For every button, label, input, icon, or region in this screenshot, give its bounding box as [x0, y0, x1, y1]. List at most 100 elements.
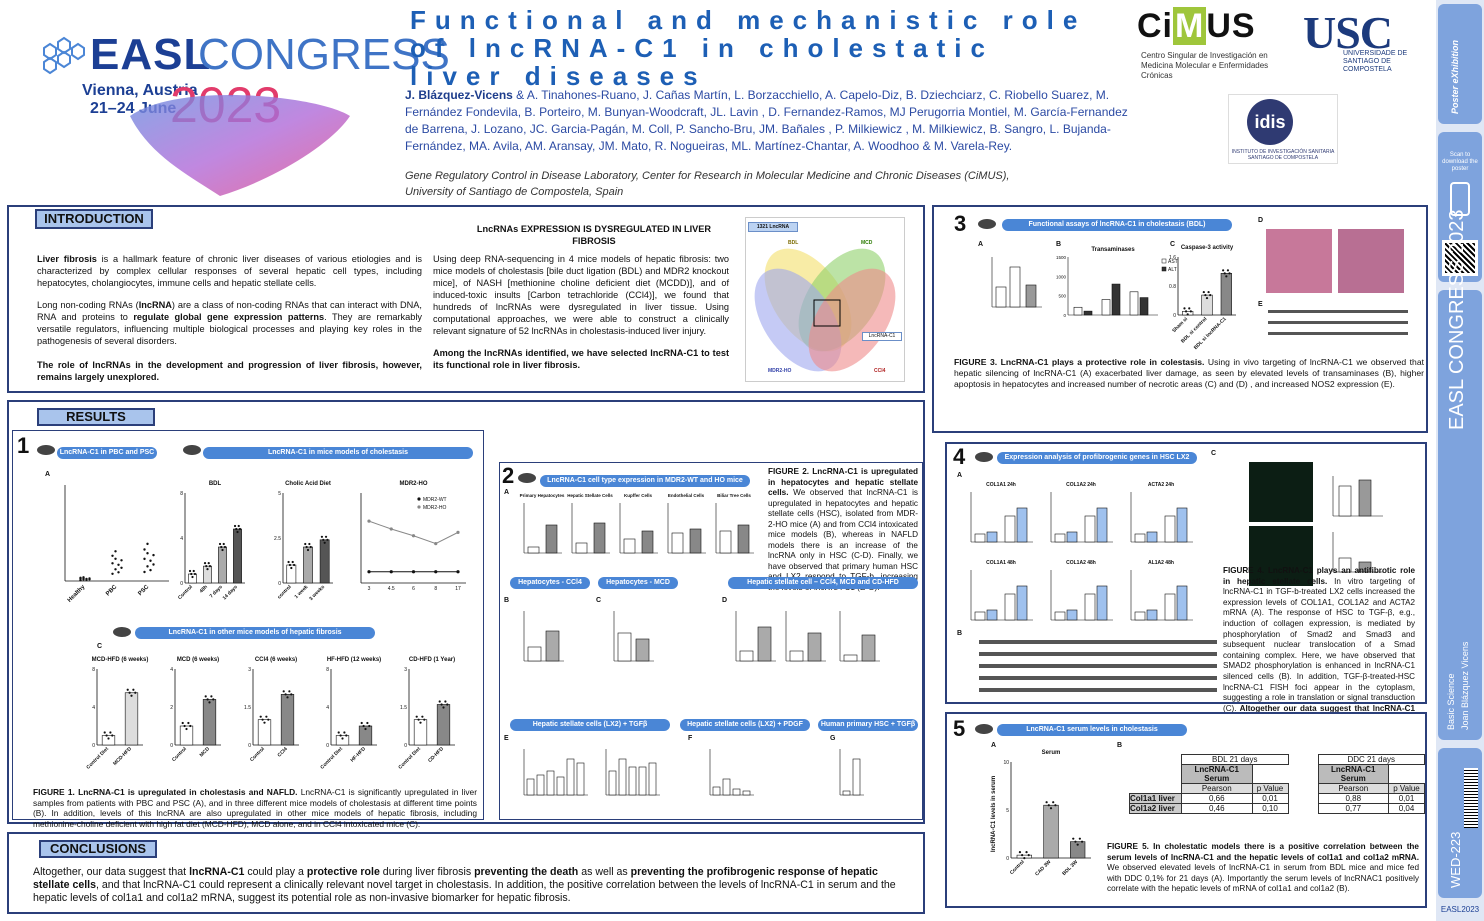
bar	[719, 530, 732, 554]
data-point	[421, 715, 424, 718]
figure-3-caption: FIGURE 3. LncRNA-C1 plays a protective r…	[954, 357, 1424, 389]
chart-title: CCl4 (6 weeks)	[255, 657, 297, 663]
panel-label: F	[688, 735, 693, 742]
bar	[1338, 485, 1352, 517]
data-point	[1049, 807, 1053, 810]
tick-label: 0	[92, 743, 95, 749]
data-point	[456, 530, 460, 534]
data-point	[1021, 854, 1024, 857]
data-point	[367, 519, 371, 523]
bar	[712, 786, 721, 796]
data-point	[146, 552, 149, 555]
figure-2-caption: FIGURE 2. LncRNA-C1 is upregulated in he…	[768, 467, 918, 592]
data-point	[149, 559, 152, 562]
data-point	[419, 721, 422, 724]
title-line: liver diseases	[410, 61, 707, 91]
fig2-pill-a: LncRNA-C1 cell type expression in MDR2-W…	[540, 475, 750, 487]
data-point	[117, 563, 120, 566]
bar	[648, 762, 657, 796]
bar	[319, 539, 330, 584]
bar	[1066, 609, 1078, 621]
bar	[1176, 507, 1188, 543]
data-point	[208, 565, 212, 568]
legend-marker	[1161, 258, 1167, 264]
poster-exhibition-badge: Poster eXhibition	[1438, 4, 1482, 124]
table-group-header: DDC 21 days	[1317, 754, 1425, 765]
tick-label: MCD	[199, 746, 212, 759]
data-point	[120, 559, 123, 562]
venn-label-ccl4: CCl4	[874, 368, 886, 374]
qr-code[interactable]	[1442, 240, 1478, 276]
figure-number: 3	[954, 211, 967, 236]
panel-label: C	[596, 597, 602, 604]
results-heading: RESULTS	[37, 408, 155, 426]
congress-badge: EASL CONGRESS 2023 Joan Blázquez Vicens …	[1438, 210, 1482, 740]
tick-label: 0	[1173, 313, 1176, 319]
data-point	[1228, 272, 1231, 275]
data-point	[235, 527, 238, 531]
data-point	[114, 557, 117, 560]
table-col-header: p Value	[1251, 783, 1289, 794]
series-line	[368, 520, 459, 545]
tick-label: 2	[170, 705, 173, 711]
data-point	[114, 550, 117, 553]
panel-label: A	[991, 742, 997, 749]
tick-label: 3	[368, 586, 371, 592]
panel-label: C	[1211, 450, 1217, 457]
bar	[1358, 479, 1372, 517]
congress-city: Vienna, Austria	[82, 82, 198, 99]
bar	[556, 776, 565, 796]
bar	[852, 758, 861, 796]
bar	[618, 758, 627, 796]
data-point	[440, 703, 443, 706]
tick-label: 0	[326, 743, 329, 749]
data-point	[183, 724, 186, 728]
bar	[1073, 306, 1083, 316]
data-point	[220, 545, 223, 549]
chart-title: MCD-HFD (6 weeks)	[92, 657, 149, 663]
data-point	[1183, 307, 1186, 310]
usc-wordmark: USC	[1303, 7, 1393, 58]
data-point	[305, 545, 308, 549]
introduction-panel: INTRODUCTION Liver fibrosis is a hallmar…	[7, 205, 925, 393]
tick-label: 0	[170, 743, 173, 749]
bar	[737, 524, 750, 554]
data-point	[146, 542, 149, 546]
axis-label: lncRNA-C1 levels in serum	[991, 776, 997, 852]
bar	[1134, 533, 1146, 543]
tick-label: 0	[1006, 856, 1009, 862]
bar	[566, 758, 575, 796]
chart-title: CD-HFD (1 Year)	[409, 657, 455, 663]
usc-logo: USC UNIVERSIDADE DE SANTIAGO DE COMPOSTE…	[1303, 6, 1416, 80]
data-point	[265, 715, 268, 718]
data-point	[1076, 843, 1079, 846]
bar	[286, 564, 297, 584]
bar	[1004, 593, 1016, 621]
tick-label: CCl4	[277, 746, 289, 758]
data-point	[82, 577, 85, 580]
fig3-pill: Functional assays of lncRNA-C1 in choles…	[1002, 219, 1232, 231]
legend-marker	[417, 497, 421, 501]
congress-logo-text: CONGRESS	[198, 30, 450, 79]
bar	[179, 725, 194, 746]
data-point	[120, 566, 123, 569]
data-point	[117, 571, 120, 574]
data-point	[320, 535, 324, 538]
data-point	[343, 731, 346, 734]
panel-label: B	[1056, 241, 1062, 248]
data-point	[411, 570, 416, 574]
qr-block[interactable]: Scan to download the poster	[1438, 132, 1482, 282]
bar	[1146, 531, 1158, 543]
fig2-pill-b: Hepatocytes - CCl4	[510, 577, 590, 589]
mouse-icon	[518, 473, 536, 483]
tick-label: PBC	[105, 584, 119, 598]
data-point	[212, 698, 215, 701]
data-point	[1223, 272, 1226, 275]
panel-label: A	[45, 471, 51, 478]
tick-label: 1000	[1056, 274, 1067, 279]
tick-label: 4.5	[388, 586, 395, 592]
data-point	[191, 575, 194, 579]
